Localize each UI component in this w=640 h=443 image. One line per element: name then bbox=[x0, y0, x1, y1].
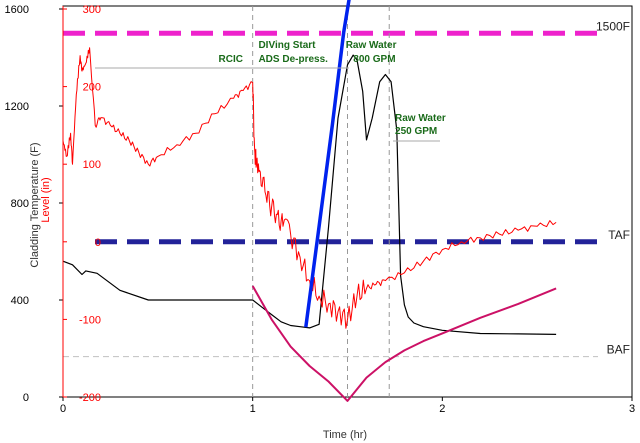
level-series-line bbox=[62, 47, 557, 329]
axis-ticks: 0 1 2 3 0 400 800 1200 1600 -200 -100 0 100 200 300 bbox=[5, 4, 636, 415]
annotations: RCIC DIVing Start ADS De-press. Raw Water 80… bbox=[95, 40, 446, 142]
level-tick-label: 0 bbox=[95, 237, 101, 249]
x-tick-label: 1 bbox=[250, 403, 256, 415]
annotation-label: 800 GPM bbox=[353, 54, 395, 65]
annotation-label: Raw Water bbox=[346, 40, 397, 51]
annotation-label: 250 GPM bbox=[395, 126, 437, 137]
ref-label-taf: TAF bbox=[608, 228, 630, 242]
annotation-label: Raw Water bbox=[395, 113, 446, 124]
x-tick-label: 2 bbox=[439, 403, 445, 415]
event-lines bbox=[252, 6, 390, 397]
level-series bbox=[62, 47, 557, 329]
steam-curve-series bbox=[304, 0, 351, 328]
reference-lines: 1500F TAF BAF bbox=[63, 19, 630, 358]
temp-tick-label: 1200 bbox=[5, 101, 29, 113]
x-tick-label: 3 bbox=[629, 403, 635, 415]
temp-tick-label: 1600 bbox=[5, 4, 29, 16]
level-tick-label: -100 bbox=[79, 314, 101, 326]
annotation-label: DIVing Start bbox=[258, 40, 316, 51]
level-axis-title: Level (in) bbox=[40, 177, 52, 222]
ref-label-1500f: 1500F bbox=[596, 19, 630, 33]
series-layer bbox=[62, 0, 557, 402]
temperature-series-line bbox=[62, 54, 557, 335]
temp-tick-label: 0 bbox=[23, 392, 29, 404]
ref-label-baf: BAF bbox=[607, 343, 630, 357]
level-tick-label: -200 bbox=[79, 392, 101, 404]
annotation-label: RCIC bbox=[219, 54, 243, 65]
temp-tick-label: 400 bbox=[11, 295, 29, 307]
level-tick-label: 300 bbox=[83, 4, 101, 16]
baf-drop-series bbox=[251, 285, 557, 402]
x-tick-label: 0 bbox=[60, 403, 66, 415]
temperature-axis-title: Cladding Temperature (F) bbox=[29, 142, 41, 267]
level-tick-label: 100 bbox=[83, 159, 101, 171]
annotation-label: ADS De-press. bbox=[258, 54, 328, 65]
level-tick-label: 200 bbox=[83, 82, 101, 94]
temp-tick-label: 800 bbox=[11, 198, 29, 210]
x-axis-title: Time (hr) bbox=[323, 429, 367, 441]
